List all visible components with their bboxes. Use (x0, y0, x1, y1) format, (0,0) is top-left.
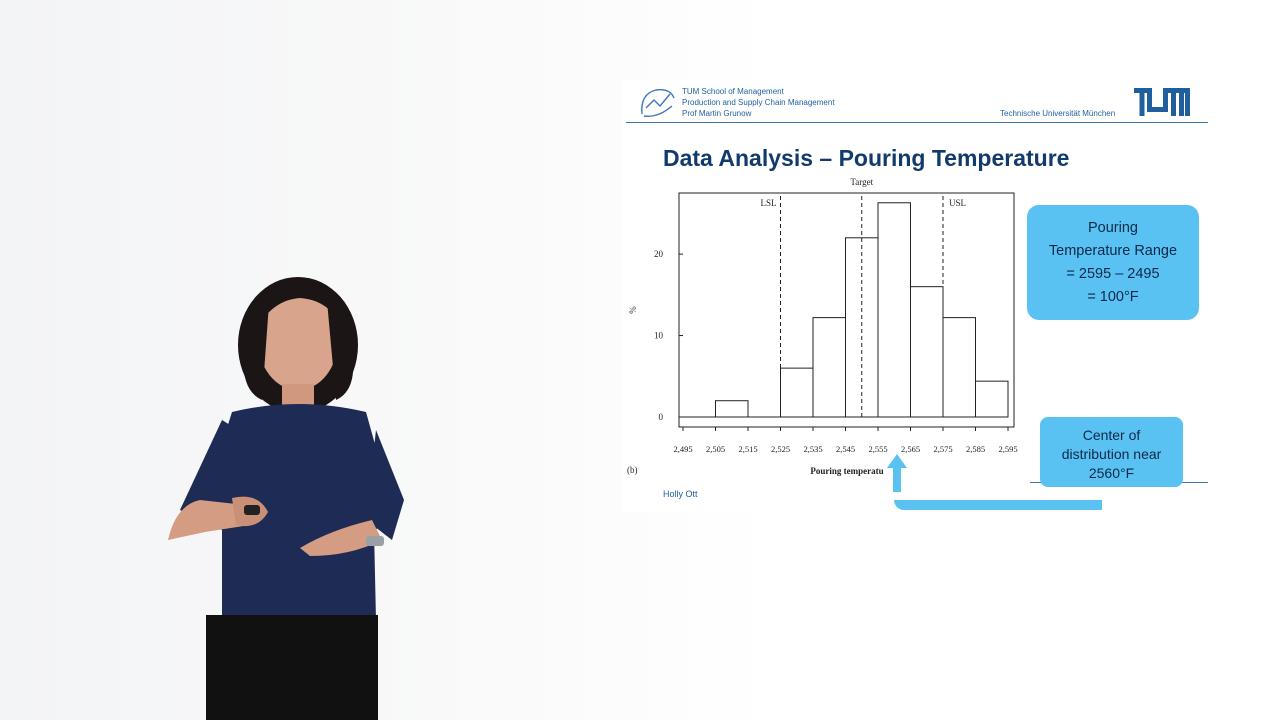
header-school-text: TUM School of Management Production and … (682, 86, 835, 119)
histogram-bar (910, 286, 944, 418)
x-tick-label: 2,515 (738, 444, 757, 454)
range-callout-line: = 100°F (1087, 289, 1139, 305)
plot-frame (678, 192, 1015, 428)
y-tick-label: 20 (654, 249, 664, 259)
header-divider (626, 122, 1208, 123)
header-university: Technische Universität München (1000, 109, 1116, 118)
reference-label: Target (850, 177, 873, 187)
x-tick-label: 2,505 (706, 444, 725, 454)
x-tick-label: 2,585 (966, 444, 985, 454)
y-axis-label: % (628, 306, 638, 314)
slide: TUM School of Management Production and … (622, 80, 1210, 512)
header-school-line: TUM School of Management (682, 87, 784, 96)
x-tick-label: 2,575 (933, 444, 952, 454)
histogram-bar (877, 202, 911, 418)
x-tick-label: 2,555 (868, 444, 887, 454)
histogram-bar (942, 317, 976, 418)
y-tick-label: 10 (654, 331, 664, 341)
x-tick-label: 2,595 (998, 444, 1017, 454)
arrow-connector (894, 500, 1102, 510)
arrow-up-icon (887, 454, 907, 492)
range-callout-line: Temperature Range (1048, 243, 1178, 259)
reference-label: USL (949, 198, 966, 208)
x-tick-label: 2,535 (803, 444, 822, 454)
x-axis-label: Pouring temperatu (810, 466, 883, 476)
tum-school-logo-icon (641, 88, 675, 117)
header-professor-line: Prof Martin Grunow (682, 109, 752, 118)
x-tick-label: 2,495 (673, 444, 692, 454)
center-callout-line: distribution near (1061, 446, 1162, 462)
center-callout-line: 2560°F (1088, 465, 1135, 481)
header-department-line: Production and Supply Chain Management (682, 98, 835, 107)
y-tick-label: 0 (659, 412, 664, 422)
range-callout-line: = 2595 – 2495 (1066, 266, 1160, 282)
reference-label: LSL (760, 198, 776, 208)
range-callout-line: Pouring (1088, 220, 1138, 236)
x-tick-label: 2,525 (771, 444, 790, 454)
tum-logo-icon (1134, 88, 1190, 116)
center-callout-line: Center of (1082, 427, 1141, 443)
x-tick-label: 2,565 (901, 444, 920, 454)
distribution-center-callout: Center of distribution near 2560°F (1040, 417, 1183, 487)
footer-presenter-name: Holly Ott (663, 489, 698, 499)
histogram-bar (780, 367, 814, 418)
slide-title: Data Analysis – Pouring Temperature (663, 145, 1070, 171)
histogram-chart: LSL Target USL 0 10 20 2,495 2,505 2,515 2,525 2,5… (627, 177, 1018, 476)
histogram-bar (845, 237, 879, 418)
x-tick-label: 2,545 (836, 444, 855, 454)
histogram-bar (975, 380, 1009, 418)
histogram-bar (715, 400, 749, 418)
panel-label: (b) (627, 465, 638, 475)
histogram-bar (812, 317, 846, 418)
presenter-figure (168, 277, 404, 720)
temperature-range-callout: Pouring Temperature Range = 2595 – 2495 … (1027, 205, 1199, 320)
